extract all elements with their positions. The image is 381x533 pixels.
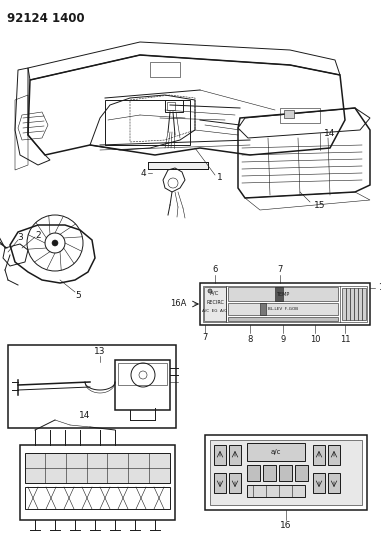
Text: 14: 14 bbox=[79, 410, 91, 419]
Bar bbox=[229, 445, 241, 465]
Bar bbox=[295, 465, 308, 481]
Bar bbox=[247, 443, 305, 461]
Bar bbox=[203, 286, 367, 322]
Text: 92124 1400: 92124 1400 bbox=[7, 12, 85, 25]
Text: 10: 10 bbox=[310, 335, 320, 343]
Bar bbox=[167, 102, 175, 110]
Text: 16: 16 bbox=[280, 521, 292, 530]
Bar bbox=[313, 445, 325, 465]
Text: a/c: a/c bbox=[271, 449, 281, 455]
Text: 16A: 16A bbox=[170, 300, 186, 309]
Bar bbox=[354, 288, 358, 320]
Bar bbox=[229, 473, 241, 493]
Bar bbox=[210, 440, 362, 505]
Bar bbox=[205, 435, 367, 510]
Text: TEMP: TEMP bbox=[276, 292, 290, 296]
Bar bbox=[263, 465, 276, 481]
Bar bbox=[118, 363, 167, 385]
Bar bbox=[228, 317, 338, 321]
Bar bbox=[260, 303, 266, 315]
Text: 8: 8 bbox=[247, 335, 253, 343]
Bar bbox=[342, 288, 346, 320]
Bar bbox=[279, 465, 292, 481]
Bar bbox=[228, 287, 338, 301]
Bar bbox=[284, 110, 294, 118]
Bar bbox=[280, 108, 320, 123]
Bar bbox=[200, 283, 370, 325]
Bar bbox=[20, 445, 175, 520]
Bar bbox=[115, 360, 170, 410]
Text: 5: 5 bbox=[75, 290, 81, 300]
Text: 2: 2 bbox=[35, 230, 41, 239]
Text: 1: 1 bbox=[217, 174, 223, 182]
Bar bbox=[247, 485, 305, 497]
Text: 4: 4 bbox=[140, 168, 146, 177]
Bar bbox=[214, 445, 226, 465]
Bar bbox=[25, 487, 170, 509]
Bar bbox=[228, 303, 338, 315]
Text: 11: 11 bbox=[340, 335, 350, 343]
Bar bbox=[148, 162, 208, 169]
Bar bbox=[275, 287, 283, 301]
Bar bbox=[346, 288, 350, 320]
Bar bbox=[313, 473, 325, 493]
Text: 9: 9 bbox=[280, 335, 286, 343]
Bar bbox=[25, 453, 170, 483]
Text: 7: 7 bbox=[277, 265, 283, 274]
Text: A/C  EG  A/C: A/C EG A/C bbox=[202, 309, 227, 313]
Text: A/C: A/C bbox=[210, 290, 220, 295]
Text: 6: 6 bbox=[212, 265, 218, 274]
Circle shape bbox=[52, 240, 58, 246]
Bar bbox=[328, 445, 340, 465]
Circle shape bbox=[208, 289, 212, 293]
Bar bbox=[214, 473, 226, 493]
Text: 7: 7 bbox=[202, 334, 208, 343]
Text: BL-LEV  F-GOB: BL-LEV F-GOB bbox=[268, 307, 298, 311]
Bar bbox=[350, 288, 354, 320]
Text: 13: 13 bbox=[94, 348, 106, 357]
Bar bbox=[105, 100, 190, 145]
Text: RECIRC: RECIRC bbox=[206, 301, 224, 305]
Text: 15: 15 bbox=[314, 201, 326, 211]
Bar bbox=[362, 288, 366, 320]
Text: 14: 14 bbox=[324, 128, 336, 138]
Bar bbox=[328, 473, 340, 493]
Text: 3: 3 bbox=[17, 233, 23, 243]
Bar bbox=[358, 288, 362, 320]
Text: 12: 12 bbox=[378, 284, 381, 293]
Bar bbox=[150, 62, 180, 77]
Bar bbox=[165, 100, 183, 112]
Bar bbox=[247, 465, 260, 481]
Bar bbox=[204, 287, 226, 321]
Bar bbox=[8, 345, 176, 428]
